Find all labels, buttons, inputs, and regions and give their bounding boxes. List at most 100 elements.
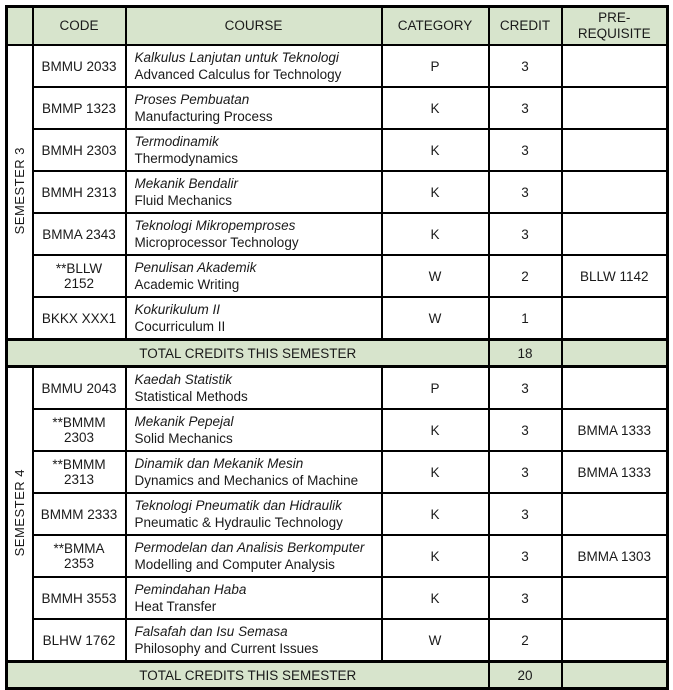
- header-prerequisite: PRE-REQUISITE: [560, 5, 669, 46]
- course-name-malay: Falsafah dan Isu Semasa: [134, 624, 288, 639]
- header-prerequisite-label: PRE-REQUISITE: [577, 10, 651, 41]
- credit-cell: 3: [487, 365, 563, 410]
- credit-cell: 3: [487, 450, 563, 494]
- prerequisite-cell: [560, 618, 669, 663]
- course-code-cell: BMMH 3553: [31, 576, 127, 620]
- category-cell: K: [380, 576, 490, 620]
- category-cell: K: [380, 128, 490, 172]
- category-cell: K: [380, 492, 490, 536]
- category-cell: K: [380, 170, 490, 214]
- course-code-cell: BMMH 2313: [31, 170, 127, 214]
- prerequisite-cell: [560, 365, 669, 410]
- category-cell: K: [380, 86, 490, 130]
- table-row: BMMH 3553 Pemindahan Haba Heat Transfer …: [7, 576, 669, 620]
- total-prerequisite-cell: [560, 338, 669, 368]
- course-name-malay: Penulisan Akademik: [134, 260, 257, 275]
- prerequisite-cell: [560, 128, 669, 172]
- credit-cell: 3: [487, 44, 563, 88]
- total-label-cell: TOTAL CREDITS THIS SEMESTER: [5, 338, 490, 368]
- header-credit: CREDIT: [487, 5, 563, 46]
- course-code-cell: **BMMM 2313: [31, 450, 127, 494]
- category-cell: W: [380, 296, 490, 341]
- course-code-cell: **BMMA 2353: [31, 534, 127, 578]
- credit-cell: 3: [487, 212, 563, 256]
- prerequisite-cell: [560, 492, 669, 536]
- course-name-english: Thermodynamics: [134, 151, 239, 166]
- course-code-cell: BKKX XXX1: [31, 296, 127, 341]
- total-label-cell: TOTAL CREDITS THIS SEMESTER: [5, 660, 490, 690]
- course-code-cell: **BLLW 2152: [31, 254, 127, 298]
- course-code-cell: BMMH 2303: [31, 128, 127, 172]
- semester-4-label-cell: SEMESTER 4: [5, 365, 34, 663]
- category-cell: K: [380, 450, 490, 494]
- table-row: **BMMM 2313 Dinamik dan Mekanik Mesin Dy…: [7, 450, 669, 494]
- category-cell: K: [380, 534, 490, 578]
- course-code-cell: BMMP 1323: [31, 86, 127, 130]
- course-name-english: Advanced Calculus for Technology: [134, 67, 342, 82]
- course-title-cell: Kaedah Statistik Statistical Methods: [124, 365, 383, 410]
- total-prerequisite-cell: [560, 660, 669, 690]
- course-code-cell: BMMM 2333: [31, 492, 127, 536]
- course-structure-table: CODE COURSE CATEGORY CREDIT PRE-REQUISIT…: [5, 5, 669, 690]
- total-credit-cell: 18: [487, 338, 563, 368]
- category-cell: K: [380, 212, 490, 256]
- credit-cell: 3: [487, 170, 563, 214]
- total-credit-cell: 20: [487, 660, 563, 690]
- table-row: SEMESTER 3 BMMU 2033 Kalkulus Lanjutan u…: [5, 44, 669, 341]
- prerequisite-cell: BMMA 1303: [560, 534, 669, 578]
- course-name-malay: Kokurikulum II: [134, 302, 221, 317]
- course-name-english: Modelling and Computer Analysis: [134, 557, 335, 572]
- course-title-cell: Dinamik dan Mekanik Mesin Dynamics and M…: [124, 450, 383, 494]
- course-name-malay: Permodelan dan Analisis Berkomputer: [134, 540, 365, 555]
- course-name-english: Fluid Mechanics: [134, 193, 233, 208]
- course-title-cell: Kalkulus Lanjutan untuk Teknologi Advanc…: [124, 44, 383, 88]
- prerequisite-cell: [560, 296, 669, 341]
- course-code-cell: BLHW 1762: [31, 618, 127, 663]
- prerequisite-cell: BMMA 1333: [560, 408, 669, 452]
- course-title-cell: Teknologi Mikropemproses Microprocessor …: [124, 212, 383, 256]
- course-title-cell: Teknologi Pneumatik dan Hidraulik Pneuma…: [124, 492, 383, 536]
- credit-cell: 3: [487, 576, 563, 620]
- course-name-malay: Kaedah Statistik: [134, 372, 233, 387]
- table-row: SEMESTER 4 BMMU 2043 Kaedah Statistik St…: [5, 365, 669, 663]
- semester-4-total-row: TOTAL CREDITS THIS SEMESTER 20: [5, 660, 669, 690]
- course-title-cell: Mekanik Bendalir Fluid Mechanics: [124, 170, 383, 214]
- prerequisite-cell: BMMA 1333: [560, 450, 669, 494]
- prerequisite-cell: [560, 44, 669, 88]
- course-name-english: Heat Transfer: [134, 599, 217, 614]
- course-name-malay: Termodinamik: [134, 134, 219, 149]
- course-title-cell: Kokurikulum II Cocurriculum II: [124, 296, 383, 341]
- category-cell: W: [380, 254, 490, 298]
- credit-cell: 3: [487, 534, 563, 578]
- course-name-english: Microprocessor Technology: [134, 235, 299, 250]
- prerequisite-cell: [560, 212, 669, 256]
- course-name-malay: Mekanik Bendalir: [134, 176, 239, 191]
- header-category: CATEGORY: [380, 5, 490, 46]
- table-row: BMMH 2313 Mekanik Bendalir Fluid Mechani…: [7, 170, 669, 214]
- course-name-malay: Pemindahan Haba: [134, 582, 247, 597]
- course-name-malay: Proses Pembuatan: [134, 92, 250, 107]
- course-title-cell: Falsafah dan Isu Semasa Philosophy and C…: [124, 618, 383, 663]
- course-title-cell: Pemindahan Haba Heat Transfer: [124, 576, 383, 620]
- header-code: CODE: [31, 5, 127, 46]
- category-cell: W: [380, 618, 490, 663]
- table-row: BMMH 2303 Termodinamik Thermodynamics K …: [7, 128, 669, 172]
- course-name-malay: Teknologi Mikropemproses: [134, 218, 296, 233]
- credit-cell: 2: [487, 254, 563, 298]
- prerequisite-cell: BLLW 1142: [560, 254, 669, 298]
- table-row: **BMMA 2353 Permodelan dan Analisis Berk…: [7, 534, 669, 578]
- prerequisite-cell: [560, 576, 669, 620]
- course-name-malay: Teknologi Pneumatik dan Hidraulik: [134, 498, 342, 513]
- semester-3-label: SEMESTER 3: [12, 146, 28, 235]
- header-course: COURSE: [124, 5, 383, 46]
- category-cell: P: [380, 365, 490, 410]
- semester-4-label: SEMESTER 4: [12, 468, 28, 557]
- header-semester-cell: [5, 5, 34, 46]
- semester-3-total-row: TOTAL CREDITS THIS SEMESTER 18: [5, 338, 669, 368]
- course-name-english: Statistical Methods: [134, 389, 248, 404]
- course-code-cell: BMMU 2043: [31, 365, 127, 410]
- table-row: BKKX XXX1 Kokurikulum II Cocurriculum II…: [7, 296, 669, 341]
- credit-cell: 2: [487, 618, 563, 663]
- table-row: BMMM 2333 Teknologi Pneumatik dan Hidrau…: [7, 492, 669, 536]
- category-cell: P: [380, 44, 490, 88]
